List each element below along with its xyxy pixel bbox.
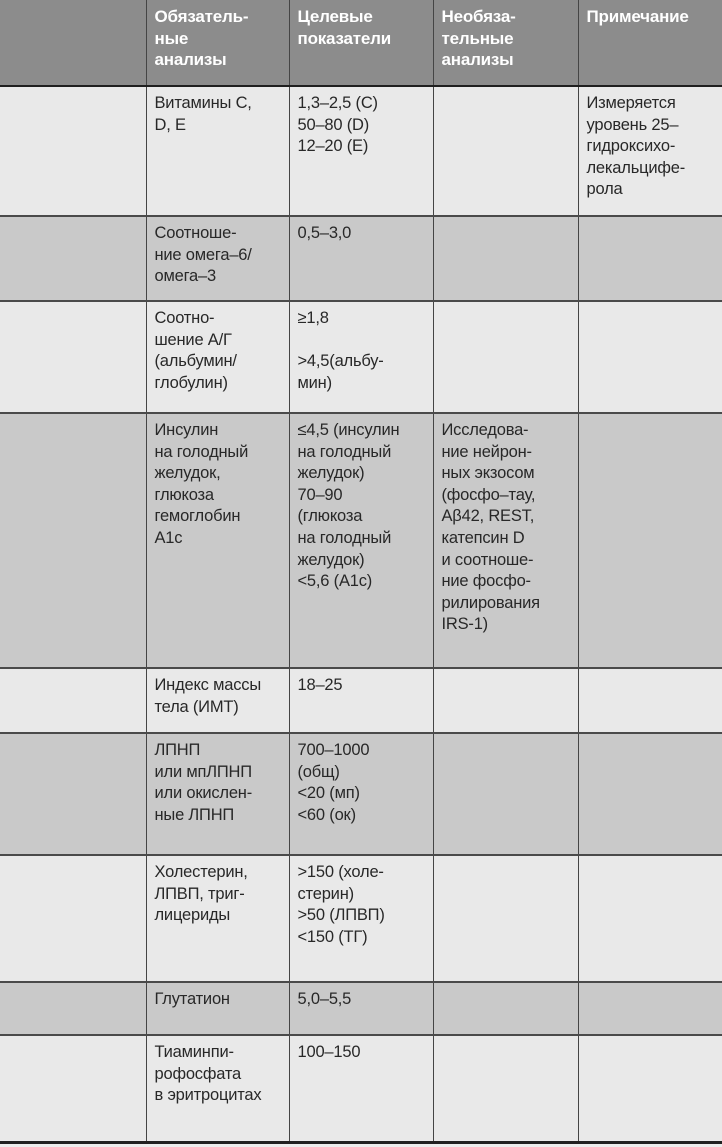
cell-group [0,413,147,669]
cell-mandatory: ЛПНП или мпЛПНП или окислен- ные ЛПНП [145,733,290,856]
cell-target: 0,5–3,0 [288,216,434,302]
cell-mandatory: Холестерин, ЛПВП, триг- лицериды [145,855,290,983]
cell-target: ≥1,8 >4,5(альбу- мин) [288,301,434,414]
row-bmi: Индекс массы тела (ИМТ) 18–25 [0,668,722,734]
header-cell-mandatory-analyses: Обязатель- ные анализы [145,0,290,87]
cell-target: 1,3–2,5 (C) 50–80 (D) 12–20 (E) [288,86,434,217]
cell-mandatory: Инсулин на голодный желудок, глюкоза гем… [145,413,290,669]
cell-note [577,1035,722,1144]
cell-target: 5,0–5,5 [288,982,434,1036]
cell-optional [432,301,579,414]
cell-note [577,668,722,734]
header-cell-target-values: Целевые показатели [288,0,434,87]
cell-target: ≤4,5 (инсулин на голодный желудок) 70–90… [288,413,434,669]
row-vitamins: Витамины C, D, E 1,3–2,5 (C) 50–80 (D) 1… [0,86,722,217]
cell-group [0,733,147,856]
cell-group [0,301,147,414]
header-cell-note: Примечание [577,0,722,87]
header-cell-optional-analyses: Необяза- тельные анализы [432,0,579,87]
cell-note [577,855,722,983]
cell-mandatory: Витамины C, D, E [145,86,290,217]
cell-optional [432,855,579,983]
cell-note [577,216,722,302]
row-ldl: ЛПНП или мпЛПНП или окислен- ные ЛПНП 70… [0,733,722,856]
row-omega-ratio: Соотноше- ние омега–6/ омега–3 0,5–3,0 [0,216,722,302]
cell-group [0,1035,147,1144]
cell-group [0,668,147,734]
row-insulin-glucose: Инсулин на голодный желудок, глюкоза гем… [0,413,722,669]
cell-optional [432,733,579,856]
header-cell-group [0,0,147,87]
cell-note [577,413,722,669]
cell-mandatory: Соотноше- ние омега–6/ омега–3 [145,216,290,302]
cell-optional [432,668,579,734]
cell-group [0,982,147,1036]
cell-group [0,216,147,302]
cell-note [577,982,722,1036]
row-glutathione: Глутатион 5,0–5,5 [0,982,722,1036]
cell-group [0,855,147,983]
header-row: Обязатель- ные анализы Целевые показател… [0,0,722,87]
cell-mandatory: Тиаминпи- рофосфата в эритроцитах [145,1035,290,1144]
cell-optional [432,86,579,217]
cell-note: Измеряется уровень 25– гидроксихо- лекал… [577,86,722,217]
cell-target: >150 (холе- стерин) >50 (ЛПВП) <150 (ТГ) [288,855,434,983]
cell-target: 100–150 [288,1035,434,1144]
cell-target: 700–1000 (общ) <20 (мп) <60 (ок) [288,733,434,856]
row-thiamine-pyrophosphate: Тиаминпи- рофосфата в эритроцитах 100–15… [0,1035,722,1144]
cell-mandatory: Индекс массы тела (ИМТ) [145,668,290,734]
cell-mandatory: Соотно- шение А/Г (альбумин/ глобулин) [145,301,290,414]
cell-optional [432,216,579,302]
cell-optional: Исследова- ние нейрон- ных экзосом (фосф… [432,413,579,669]
cell-mandatory: Глутатион [145,982,290,1036]
cell-group [0,86,147,217]
cell-note [577,733,722,856]
cell-target: 18–25 [288,668,434,734]
cell-optional [432,1035,579,1144]
cell-note [577,301,722,414]
row-cholesterol: Холестерин, ЛПВП, триг- лицериды >150 (х… [0,855,722,983]
cell-optional [432,982,579,1036]
row-albumin-globulin-ratio: Соотно- шение А/Г (альбумин/ глобулин) ≥… [0,301,722,414]
